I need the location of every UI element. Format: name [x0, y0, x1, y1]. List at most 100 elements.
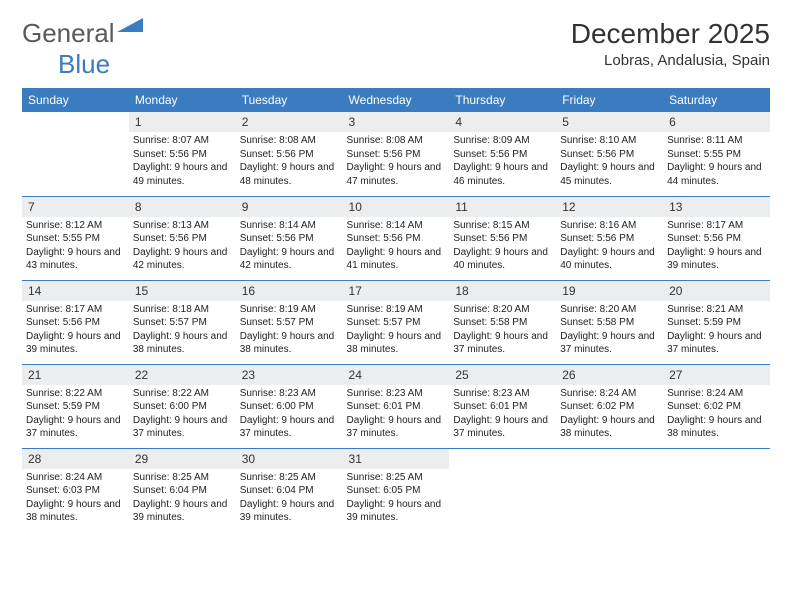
day-header: Friday: [556, 88, 663, 112]
day-number: 16: [236, 281, 343, 301]
calendar-cell: .: [449, 448, 556, 532]
day-number: 22: [129, 365, 236, 385]
month-title: December 2025: [571, 18, 770, 50]
day-info: Sunrise: 8:24 AMSunset: 6:02 PMDaylight:…: [663, 385, 770, 445]
day-info: Sunrise: 8:12 AMSunset: 5:55 PMDaylight:…: [22, 217, 129, 277]
calendar-cell: 22Sunrise: 8:22 AMSunset: 6:00 PMDayligh…: [129, 364, 236, 448]
day-number: 10: [343, 197, 450, 217]
calendar-week: 28Sunrise: 8:24 AMSunset: 6:03 PMDayligh…: [22, 448, 770, 532]
day-info: Sunrise: 8:15 AMSunset: 5:56 PMDaylight:…: [449, 217, 556, 277]
day-info: Sunrise: 8:08 AMSunset: 5:56 PMDaylight:…: [236, 132, 343, 192]
day-number: 20: [663, 281, 770, 301]
day-info: Sunrise: 8:22 AMSunset: 6:00 PMDaylight:…: [129, 385, 236, 445]
logo-word2: Blue: [58, 49, 110, 79]
day-number: 4: [449, 112, 556, 132]
calendar-cell: 13Sunrise: 8:17 AMSunset: 5:56 PMDayligh…: [663, 196, 770, 280]
calendar-cell: 30Sunrise: 8:25 AMSunset: 6:04 PMDayligh…: [236, 448, 343, 532]
calendar-cell: 28Sunrise: 8:24 AMSunset: 6:03 PMDayligh…: [22, 448, 129, 532]
calendar-page: General Blue December 2025 Lobras, Andal…: [0, 0, 792, 550]
day-info: Sunrise: 8:19 AMSunset: 5:57 PMDaylight:…: [236, 301, 343, 361]
day-header: Saturday: [663, 88, 770, 112]
day-number: 7: [22, 197, 129, 217]
calendar-cell: 17Sunrise: 8:19 AMSunset: 5:57 PMDayligh…: [343, 280, 450, 364]
calendar-cell: 10Sunrise: 8:14 AMSunset: 5:56 PMDayligh…: [343, 196, 450, 280]
calendar-cell: 25Sunrise: 8:23 AMSunset: 6:01 PMDayligh…: [449, 364, 556, 448]
day-info: Sunrise: 8:25 AMSunset: 6:05 PMDaylight:…: [343, 469, 450, 529]
calendar-cell: 31Sunrise: 8:25 AMSunset: 6:05 PMDayligh…: [343, 448, 450, 532]
day-info: Sunrise: 8:25 AMSunset: 6:04 PMDaylight:…: [236, 469, 343, 529]
day-number: 11: [449, 197, 556, 217]
calendar-cell: 1Sunrise: 8:07 AMSunset: 5:56 PMDaylight…: [129, 112, 236, 196]
day-number: 19: [556, 281, 663, 301]
calendar-cell: 11Sunrise: 8:15 AMSunset: 5:56 PMDayligh…: [449, 196, 556, 280]
day-number: 25: [449, 365, 556, 385]
day-number: 15: [129, 281, 236, 301]
calendar-cell: 21Sunrise: 8:22 AMSunset: 5:59 PMDayligh…: [22, 364, 129, 448]
day-header: Monday: [129, 88, 236, 112]
day-number: 27: [663, 365, 770, 385]
day-info: Sunrise: 8:24 AMSunset: 6:03 PMDaylight:…: [22, 469, 129, 529]
day-info: Sunrise: 8:14 AMSunset: 5:56 PMDaylight:…: [343, 217, 450, 277]
day-info: Sunrise: 8:25 AMSunset: 6:04 PMDaylight:…: [129, 469, 236, 529]
calendar-cell: .: [22, 112, 129, 196]
calendar-cell: 26Sunrise: 8:24 AMSunset: 6:02 PMDayligh…: [556, 364, 663, 448]
logo-triangle-icon: [117, 18, 143, 34]
day-info: Sunrise: 8:20 AMSunset: 5:58 PMDaylight:…: [449, 301, 556, 361]
day-info: Sunrise: 8:07 AMSunset: 5:56 PMDaylight:…: [129, 132, 236, 192]
day-number: 8: [129, 197, 236, 217]
day-number: 13: [663, 197, 770, 217]
calendar-cell: .: [663, 448, 770, 532]
calendar-cell: 4Sunrise: 8:09 AMSunset: 5:56 PMDaylight…: [449, 112, 556, 196]
day-info: Sunrise: 8:17 AMSunset: 5:56 PMDaylight:…: [663, 217, 770, 277]
calendar-cell: 24Sunrise: 8:23 AMSunset: 6:01 PMDayligh…: [343, 364, 450, 448]
day-info: Sunrise: 8:23 AMSunset: 6:01 PMDaylight:…: [343, 385, 450, 445]
logo: General Blue: [22, 18, 143, 80]
day-header: Thursday: [449, 88, 556, 112]
day-number: 14: [22, 281, 129, 301]
day-number: 9: [236, 197, 343, 217]
day-info: Sunrise: 8:23 AMSunset: 6:00 PMDaylight:…: [236, 385, 343, 445]
calendar-cell: 19Sunrise: 8:20 AMSunset: 5:58 PMDayligh…: [556, 280, 663, 364]
location-text: Lobras, Andalusia, Spain: [571, 52, 770, 69]
calendar-cell: 23Sunrise: 8:23 AMSunset: 6:00 PMDayligh…: [236, 364, 343, 448]
day-number: 31: [343, 449, 450, 469]
calendar-cell: 14Sunrise: 8:17 AMSunset: 5:56 PMDayligh…: [22, 280, 129, 364]
calendar-cell: 8Sunrise: 8:13 AMSunset: 5:56 PMDaylight…: [129, 196, 236, 280]
calendar-cell: 16Sunrise: 8:19 AMSunset: 5:57 PMDayligh…: [236, 280, 343, 364]
day-header: Sunday: [22, 88, 129, 112]
day-info: Sunrise: 8:09 AMSunset: 5:56 PMDaylight:…: [449, 132, 556, 192]
day-info: Sunrise: 8:22 AMSunset: 5:59 PMDaylight:…: [22, 385, 129, 445]
day-header: Wednesday: [343, 88, 450, 112]
day-number: 29: [129, 449, 236, 469]
day-number: 18: [449, 281, 556, 301]
calendar-cell: 27Sunrise: 8:24 AMSunset: 6:02 PMDayligh…: [663, 364, 770, 448]
day-info: Sunrise: 8:13 AMSunset: 5:56 PMDaylight:…: [129, 217, 236, 277]
day-number: 17: [343, 281, 450, 301]
day-info: Sunrise: 8:23 AMSunset: 6:01 PMDaylight:…: [449, 385, 556, 445]
logo-word1: General: [22, 18, 115, 48]
header: General Blue December 2025 Lobras, Andal…: [22, 18, 770, 80]
day-number: 2: [236, 112, 343, 132]
day-header: Tuesday: [236, 88, 343, 112]
day-number: 26: [556, 365, 663, 385]
calendar-cell: .: [556, 448, 663, 532]
calendar-head: SundayMondayTuesdayWednesdayThursdayFrid…: [22, 88, 770, 112]
calendar-week: 14Sunrise: 8:17 AMSunset: 5:56 PMDayligh…: [22, 280, 770, 364]
calendar-week: 7Sunrise: 8:12 AMSunset: 5:55 PMDaylight…: [22, 196, 770, 280]
title-block: December 2025 Lobras, Andalusia, Spain: [571, 18, 770, 69]
day-number: 21: [22, 365, 129, 385]
day-number: 5: [556, 112, 663, 132]
day-info: Sunrise: 8:18 AMSunset: 5:57 PMDaylight:…: [129, 301, 236, 361]
day-info: Sunrise: 8:19 AMSunset: 5:57 PMDaylight:…: [343, 301, 450, 361]
calendar-cell: 3Sunrise: 8:08 AMSunset: 5:56 PMDaylight…: [343, 112, 450, 196]
day-info: Sunrise: 8:16 AMSunset: 5:56 PMDaylight:…: [556, 217, 663, 277]
day-info: Sunrise: 8:11 AMSunset: 5:55 PMDaylight:…: [663, 132, 770, 192]
day-number: 6: [663, 112, 770, 132]
calendar-cell: 29Sunrise: 8:25 AMSunset: 6:04 PMDayligh…: [129, 448, 236, 532]
calendar-cell: 9Sunrise: 8:14 AMSunset: 5:56 PMDaylight…: [236, 196, 343, 280]
day-info: Sunrise: 8:17 AMSunset: 5:56 PMDaylight:…: [22, 301, 129, 361]
day-info: Sunrise: 8:14 AMSunset: 5:56 PMDaylight:…: [236, 217, 343, 277]
calendar-week: 21Sunrise: 8:22 AMSunset: 5:59 PMDayligh…: [22, 364, 770, 448]
day-info: Sunrise: 8:10 AMSunset: 5:56 PMDaylight:…: [556, 132, 663, 192]
calendar-cell: 12Sunrise: 8:16 AMSunset: 5:56 PMDayligh…: [556, 196, 663, 280]
